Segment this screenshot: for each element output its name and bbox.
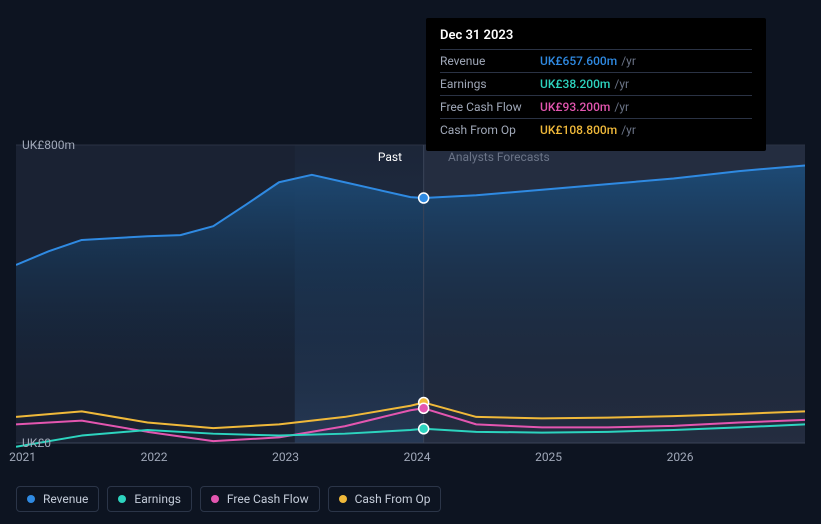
legend-label: Revenue xyxy=(43,492,88,506)
tooltip-date: Dec 31 2023 xyxy=(440,28,752,50)
section-label-past: Past xyxy=(378,150,402,164)
legend-dot xyxy=(118,495,126,503)
legend-dot xyxy=(339,495,347,503)
legend-item[interactable]: Revenue xyxy=(16,486,99,512)
chart-tooltip: Dec 31 2023 RevenueUK£657.600m/yrEarning… xyxy=(426,18,766,151)
tooltip-metric-value: UK£38.200m xyxy=(540,77,610,91)
legend-label: Cash From Op xyxy=(355,492,431,506)
legend-label: Free Cash Flow xyxy=(227,492,309,506)
chart-legend: Revenue Earnings Free Cash Flow Cash From O… xyxy=(16,486,441,512)
x-axis-label: 2023 xyxy=(272,450,299,464)
tooltip-row: Cash From OpUK£108.800m/yr xyxy=(440,119,752,141)
legend-dot xyxy=(27,495,35,503)
y-axis-label: UK£800m xyxy=(22,138,75,152)
tooltip-metric-value: UK£108.800m xyxy=(540,123,617,137)
tooltip-metric-label: Revenue xyxy=(440,54,540,68)
legend-item[interactable]: Free Cash Flow xyxy=(200,486,320,512)
tooltip-metric-label: Cash From Op xyxy=(440,123,540,137)
legend-item[interactable]: Earnings xyxy=(107,486,192,512)
x-axis-label: 2025 xyxy=(535,450,562,464)
tooltip-row: RevenueUK£657.600m/yr xyxy=(440,50,752,73)
y-axis-label: UK£0 xyxy=(22,436,51,450)
section-label-forecast: Analysts Forecasts xyxy=(448,150,550,164)
tooltip-metric-value: UK£657.600m xyxy=(540,54,617,68)
tooltip-metric-unit: /yr xyxy=(614,77,629,91)
tooltip-metric-unit: /yr xyxy=(621,54,636,68)
tooltip-metric-label: Free Cash Flow xyxy=(440,100,540,114)
x-axis-label: 2021 xyxy=(9,450,36,464)
tooltip-metric-value: UK£93.200m xyxy=(540,100,610,114)
tooltip-metric-label: Earnings xyxy=(440,77,540,91)
legend-item[interactable]: Cash From Op xyxy=(328,486,442,512)
tooltip-row: Free Cash FlowUK£93.200m/yr xyxy=(440,96,752,119)
x-axis-label: 2024 xyxy=(404,450,431,464)
tooltip-metric-unit: /yr xyxy=(614,100,629,114)
x-axis-label: 2022 xyxy=(141,450,168,464)
legend-label: Earnings xyxy=(134,492,181,506)
x-axis-label: 2026 xyxy=(667,450,694,464)
legend-dot xyxy=(211,495,219,503)
tooltip-metric-unit: /yr xyxy=(621,123,636,137)
tooltip-row: EarningsUK£38.200m/yr xyxy=(440,73,752,96)
